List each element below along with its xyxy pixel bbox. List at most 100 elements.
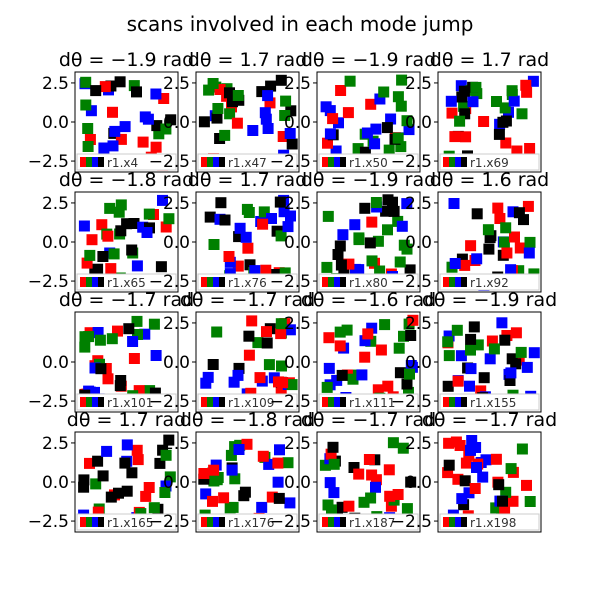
scatter-point: [257, 450, 269, 462]
scatter-point: [80, 76, 92, 88]
y-tick-label: 0.0: [284, 353, 311, 373]
scatter-point: [274, 444, 285, 456]
scatter-point: [522, 200, 534, 212]
scatter-point: [507, 495, 519, 507]
legend-swatch: [98, 157, 104, 167]
scatter-point: [344, 75, 356, 87]
scatter-point: [516, 108, 528, 120]
scatter-point: [445, 95, 457, 107]
scatter-point: [459, 475, 471, 487]
scatter-point: [337, 229, 349, 241]
scatter-point: [121, 439, 133, 451]
subplot-1: 2.5 0.0 −2.5 r1.x4 dθ = −1.9 rad: [28, 49, 194, 173]
scatter-point: [202, 371, 214, 383]
legend-swatch: [322, 157, 328, 167]
scatter-point: [396, 74, 408, 86]
scatter-point: [493, 128, 505, 140]
scatter-point: [272, 457, 284, 469]
legend-swatch: [461, 157, 467, 167]
legend: r1.x111: [318, 393, 419, 411]
legend-swatch: [449, 157, 455, 167]
y-tick-label: 2.5: [284, 74, 311, 94]
scatter-point: [499, 102, 511, 114]
legend: r1.x47: [197, 153, 298, 171]
scatter-point: [478, 372, 490, 384]
legend-label: r1.x47: [228, 156, 267, 170]
scatter-point: [278, 206, 290, 218]
scatter-point: [490, 453, 502, 465]
subplot-title: dθ = −1.8 rad: [180, 409, 315, 431]
legend-swatch: [219, 397, 225, 407]
scatter-point: [265, 80, 277, 92]
legend-swatch: [443, 397, 449, 407]
scatter-point: [334, 240, 346, 252]
scatter-point: [140, 490, 152, 502]
y-tick-label: 0.0: [284, 473, 311, 493]
scatter-point: [84, 457, 95, 469]
scatter-point: [383, 464, 395, 476]
scatter-point: [406, 361, 418, 373]
scatter-point: [208, 464, 220, 476]
scatter-point: [328, 458, 340, 470]
legend-label: r1.x101: [107, 396, 153, 410]
scatter-point: [96, 219, 108, 231]
scatter-point: [483, 243, 495, 255]
scatter-point: [359, 146, 371, 158]
scatter-point: [518, 214, 529, 226]
scatter-point: [456, 253, 468, 265]
legend-swatch: [455, 277, 461, 287]
scatter-point: [226, 464, 238, 476]
scatter-point: [452, 375, 464, 387]
scatter-point: [232, 260, 244, 272]
y-tick-label: −2.5: [28, 392, 69, 412]
scatter-point: [356, 369, 368, 381]
scatter-point: [335, 85, 347, 96]
y-tick-label: −2.5: [28, 152, 69, 172]
scatter-point: [403, 386, 414, 398]
legend-swatch: [207, 517, 213, 527]
scatter-point: [475, 385, 487, 397]
scatter-point: [500, 486, 512, 498]
scatter-point: [446, 107, 458, 119]
scatter-point: [286, 138, 298, 150]
scatter-point: [143, 208, 155, 220]
scatter-point: [263, 359, 275, 371]
scatter-point: [392, 91, 404, 103]
scatter-point: [123, 323, 135, 335]
scatter-point: [275, 318, 287, 330]
scatter-point: [249, 265, 261, 277]
scatter-point: [497, 116, 509, 128]
legend-label: r1.x4: [107, 156, 138, 170]
legend: r1.x165: [76, 513, 177, 531]
legend-swatch: [80, 157, 86, 167]
subplot-title: dθ = −1.7 rad: [422, 409, 557, 431]
scatter-point: [200, 377, 212, 389]
scatter-point: [363, 454, 375, 465]
scatter-point: [486, 335, 498, 347]
y-tick-label: 0.0: [42, 473, 69, 493]
scatter-point: [505, 463, 517, 475]
scatter-point: [257, 218, 269, 230]
scatter-point: [92, 327, 104, 338]
scatter-point: [211, 326, 223, 338]
scatter-point: [223, 251, 235, 262]
scatter-point: [524, 143, 536, 154]
legend-swatch: [328, 397, 334, 407]
scatter-point: [359, 335, 371, 347]
legend-label: r1.x65: [107, 276, 146, 290]
legend-swatch: [98, 397, 104, 407]
scatter-point: [246, 315, 258, 327]
scatter-point: [200, 488, 212, 500]
subplot-title: dθ = −1.7 rad: [301, 409, 436, 431]
scatter-point: [275, 385, 287, 397]
y-tick-label: 0.0: [405, 113, 432, 133]
scatter-point: [150, 350, 162, 361]
scatter-point: [133, 385, 145, 397]
scatter-point: [497, 495, 508, 507]
scatter-point: [460, 131, 472, 143]
scatter-point: [238, 490, 250, 502]
scatter-point: [219, 129, 231, 141]
legend-swatch: [322, 397, 328, 407]
